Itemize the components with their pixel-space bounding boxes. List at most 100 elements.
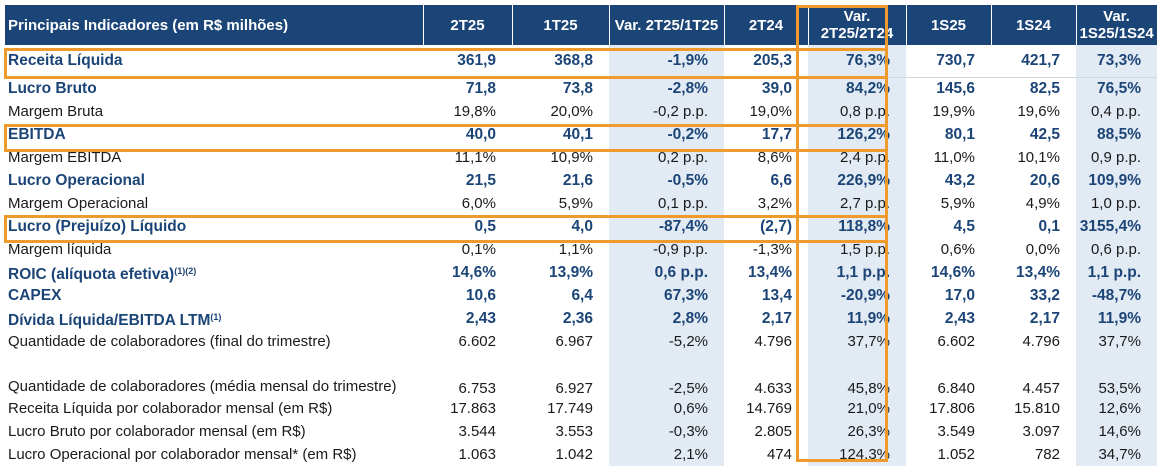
table-cell: 42,5 [1029,125,1060,143]
table-cell: 2,4 p.p. [808,146,906,169]
table-cell: 71,8 [465,79,496,97]
row-label-text: ROIC (alíquota efetiva) [8,265,175,283]
table-cell: 21,6 [562,171,593,189]
table-cell: 730,7 [906,45,991,78]
row-label: CAPEX [5,284,423,307]
table-cell: 6,6 [770,171,792,189]
table-cell: 4.796 [754,332,792,350]
table-cell: 53,5% [1076,353,1157,397]
table-cell: 84,2% [808,77,906,100]
table-cell: 6.927 [555,380,593,397]
table-cell: 15.810 [1014,399,1060,417]
table-cell: 6,0% [461,194,496,212]
header-col-1s24: 1S24 [991,5,1077,45]
table-cell: 88,5% [1076,123,1157,146]
table-cell: 76,5% [1076,77,1157,100]
table-cell: 6,4 [571,286,593,304]
table-cell: 226,9% [808,169,906,192]
table-cell: 13,4% [1016,263,1060,281]
row-label-text: EBITDA [8,125,66,143]
table-cell: 13,4% [748,263,792,281]
row-label: Quantidade de colaboradores (final do tr… [5,330,423,353]
table-row: Margem Bruta 19,8% 20,0% -0,2 p.p. 19,0% 0,8 … [5,100,1157,123]
table-cell: 10,6 [465,286,496,304]
table-cell: 782 [1034,445,1060,463]
table-cell: 80,1 [944,125,975,143]
table-cell: 34,7% [1076,443,1157,466]
table-cell: 11,9% [1076,307,1157,330]
table-row: Quantidade de colaboradores (média mensa… [5,353,1157,397]
table-cell: -0,2% [609,123,724,146]
table-cell: -20,9% [808,284,906,307]
table-cell: 118,8% [808,215,906,238]
header-col-2t24: 2T24 [724,5,809,45]
row-label: Margem Bruta [5,100,423,123]
header-col-1t25: 1T25 [512,5,610,45]
table-cell: 3.097 [1022,422,1060,440]
table-cell: 12,6% [1076,397,1157,420]
table-cell: 2,17 [1029,309,1060,327]
row-label: Lucro Bruto por colaborador mensal (em R… [5,420,423,443]
table-cell: 3.549 [937,422,975,440]
table-cell: -0,5% [609,169,724,192]
table-row: EBITDA 40,0 40,1 -0,2% 17,7 126,2% 80,1 42,5 88,… [5,123,1157,146]
table-row: Margem EBITDA 11,1% 10,9% 0,2 p.p. 8,6% 2,4 p… [5,146,1157,169]
row-label-text: Lucro Operacional [8,171,145,189]
table-cell: 1,0 p.p. [1076,192,1157,215]
table-cell: 145,6 [936,79,975,97]
row-label-text: Margem Bruta [8,102,104,120]
table-cell: 2,7 p.p. [808,192,906,215]
table-cell: 4,9% [1025,194,1060,212]
table-cell: 421,7 [991,45,1076,78]
table-cell: 2,43 [465,309,496,327]
table-row: Dívida Líquida/EBITDA LTM(1) 2,43 2,36 2,8%… [5,307,1157,330]
table-cell: 14.769 [746,399,792,417]
table-cell: 474 [766,445,792,463]
table-cell: 3155,4% [1076,215,1157,238]
header-label: Principais Indicadores (em R$ milhões) [5,5,424,45]
table-cell: 2,17 [761,309,792,327]
table-cell: 4.457 [1022,380,1060,397]
table-cell: 1,1 p.p. [808,261,906,284]
table-cell: 0,2 p.p. [609,146,724,169]
table-cell: 17,7 [761,125,792,143]
table-cell: 19,6% [1017,102,1060,120]
table-row: Lucro Operacional 21,5 21,6 -0,5% 6,6 226,9% 4… [5,169,1157,192]
table-cell: 73,3% [1076,45,1157,78]
table-cell: 19,0% [749,102,792,120]
table-cell: 2,36 [562,309,593,327]
table-cell: 17,0 [944,286,975,304]
table-cell: 21,0% [808,397,906,420]
table-cell: 21,5 [465,171,496,189]
table-row: Lucro (Prejuízo) Líquido 0,5 4,0 -87,4% (2,7… [5,215,1157,238]
table-cell: 0,6 p.p. [1076,238,1157,261]
row-label: Margem líquida [5,238,423,261]
table-cell: 1.063 [458,445,496,463]
table-cell: -1,9% [609,45,724,78]
table-cell: 0,1% [461,240,496,258]
row-label: Lucro Operacional por colaborador mensal… [5,443,423,466]
table-cell: 0,5 [474,217,496,235]
table-cell: 0,0% [1025,240,1060,258]
row-label-text: Lucro Bruto [8,79,97,97]
header-col-var-2t25-1t25: Var. 2T25/1T25 [609,5,725,45]
table-cell: 0,1 p.p. [609,192,724,215]
table-cell: 20,6 [1029,171,1060,189]
table-cell: 0,9 p.p. [1076,146,1157,169]
row-label: ROIC (alíquota efetiva)(1)(2) [5,261,423,284]
table-row: Receita Líquida 361,9 368,8 -1,9% 205,3 76,3%… [5,45,1157,78]
header-row: Principais Indicadores (em R$ milhões) 2… [5,5,1158,45]
row-label: Receita Líquida por colaborador mensal (… [5,397,423,420]
table-cell: 6.840 [937,380,975,397]
table-cell: -2,5% [609,353,724,397]
table-cell: 0,6% [609,397,724,420]
table-cell: 17.806 [929,399,975,417]
table-cell: -87,4% [609,215,724,238]
table-cell: 5,9% [558,194,593,212]
table-cell: 361,9 [423,45,512,78]
row-label-text: Margem EBITDA [8,148,122,166]
table-cell: 0,6 p.p. [609,261,724,284]
table-row: Quantidade de colaboradores (final do tr… [5,330,1157,353]
table-cell: -0,3% [609,420,724,443]
row-label-text: Margem Operacional [8,194,149,212]
